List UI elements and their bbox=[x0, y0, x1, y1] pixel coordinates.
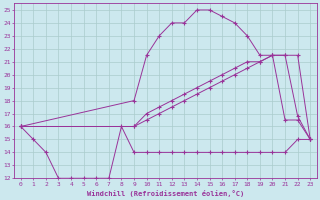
X-axis label: Windchill (Refroidissement éolien,°C): Windchill (Refroidissement éolien,°C) bbox=[87, 190, 244, 197]
